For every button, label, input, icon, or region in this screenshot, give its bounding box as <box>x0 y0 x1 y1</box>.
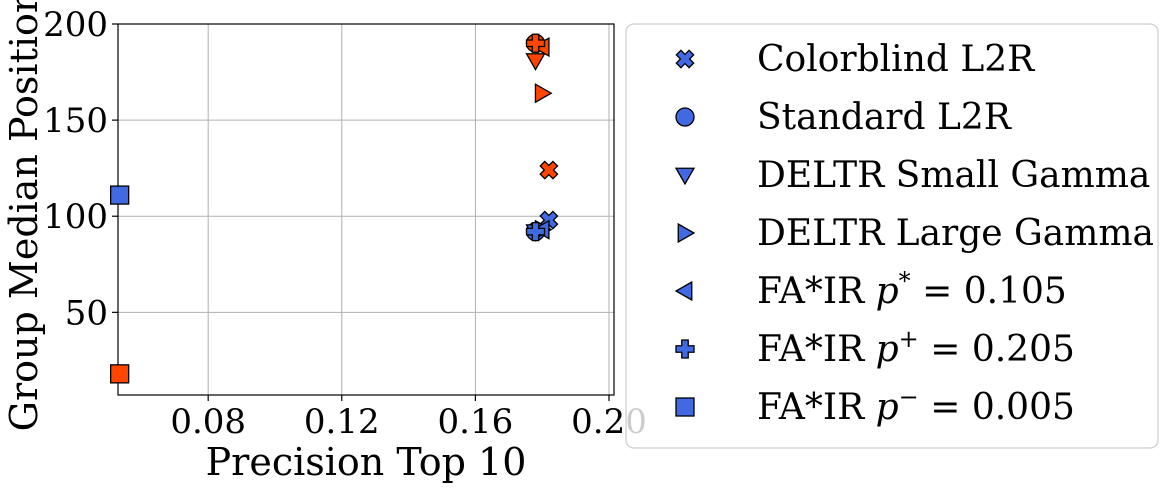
legend-marker-standard-l2r <box>675 107 695 127</box>
legend-marker-fa-ir-p-0-205 <box>675 339 695 359</box>
legend-item-standard-l2r: Standard L2R <box>675 97 1012 138</box>
plot-frame <box>117 23 615 396</box>
legend-label: Colorblind L2R <box>757 39 1035 80</box>
x-tick-label: 0.12 <box>304 402 380 442</box>
legend-marker-fa-ir-p-0-005 <box>675 397 695 417</box>
legend-label: FA*IR p+ = 0.205 <box>757 325 1075 370</box>
legend-label: DELTR Large Gamma <box>757 213 1154 254</box>
legend-label: DELTR Small Gamma <box>757 155 1150 196</box>
point-fa-ir-p-0-005-red <box>110 364 130 384</box>
point-fa-ir-p-0-205-blue <box>525 221 546 242</box>
legend-label: FA*IR p− = 0.005 <box>757 383 1075 428</box>
legend-marker-fa-ir-p-0-105 <box>674 280 693 302</box>
x-axis-ticks: 0.08 0.12 0.16 0.20 <box>170 395 647 442</box>
point-deltr-large-gamma-red <box>534 83 553 104</box>
legend-frame <box>625 23 1159 449</box>
y-axis-ticks: 50 100 150 200 <box>43 5 118 333</box>
legend-label: FA*IR p* = 0.105 <box>757 267 1067 312</box>
y-tick-label: 100 <box>43 197 108 237</box>
point-colorblind-l2r-red <box>539 160 559 180</box>
data-points <box>110 33 559 384</box>
x-tick-label: 0.08 <box>170 402 246 442</box>
legend-marker-colorblind-l2r <box>675 49 695 69</box>
legend-item-fa-ir-p-0-105: FA*IR p* = 0.105 <box>674 267 1067 312</box>
legend-marker-deltr-small-gamma <box>674 167 696 186</box>
legend-item-deltr-large-gamma: DELTR Large Gamma <box>677 213 1154 254</box>
grid-lines <box>118 23 614 395</box>
x-axis-label: Precision Top 10 <box>206 440 527 484</box>
legend-marker-deltr-large-gamma <box>677 222 696 244</box>
point-fa-ir-p-0-205-red <box>525 33 546 53</box>
legend-item-deltr-small-gamma: DELTR Small Gamma <box>674 155 1150 196</box>
y-axis-label: Group Median Position <box>2 0 46 431</box>
legend-label: Standard L2R <box>757 97 1012 138</box>
legend-items: Colorblind L2R Standard L2R DELTR Small Ga… <box>674 39 1154 428</box>
point-fa-ir-p-0-005-blue <box>110 185 130 205</box>
legend-item-colorblind-l2r: Colorblind L2R <box>675 39 1035 80</box>
y-tick-label: 50 <box>65 293 108 333</box>
y-tick-label: 200 <box>43 5 108 45</box>
legend-item-fa-ir-p-0-005: FA*IR p− = 0.005 <box>675 383 1075 428</box>
legend-item-fa-ir-p-0-205: FA*IR p+ = 0.205 <box>675 325 1075 370</box>
x-tick-label: 0.16 <box>438 402 514 442</box>
point-deltr-small-gamma-red <box>525 53 546 71</box>
y-tick-label: 150 <box>43 101 108 141</box>
legend: Colorblind L2R Standard L2R DELTR Small Ga… <box>625 23 1159 449</box>
